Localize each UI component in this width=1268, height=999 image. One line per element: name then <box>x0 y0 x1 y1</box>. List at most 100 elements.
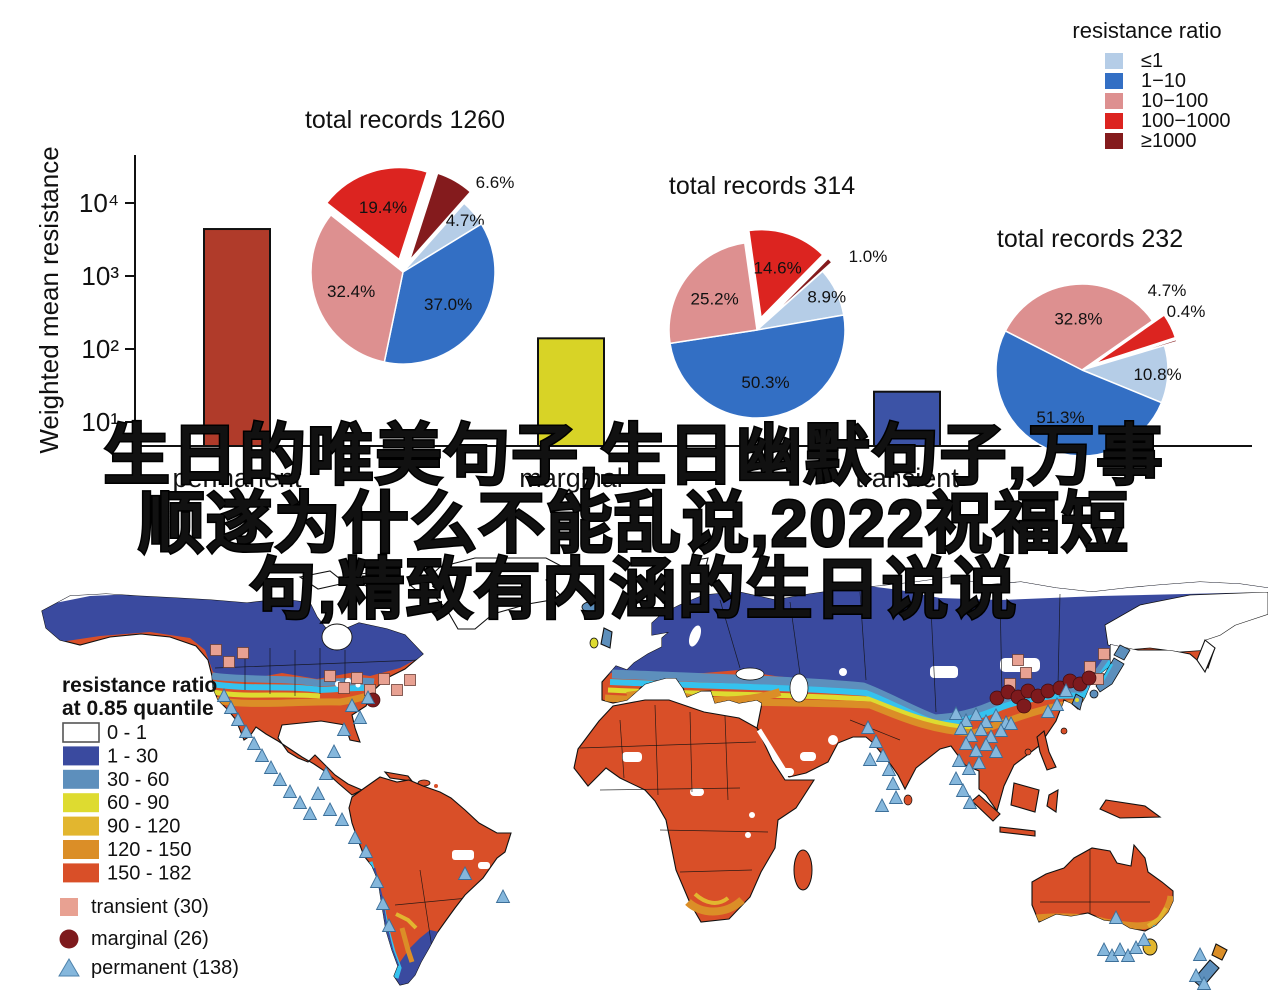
permanent-marker <box>1196 976 1212 990</box>
marker-legend: transient (30) marginal (26) permanent (13… <box>58 896 239 979</box>
transient-marker <box>391 684 403 696</box>
pie-slice-pct-label: 8.9% <box>807 287 846 306</box>
arctic-russia-white <box>820 577 1268 600</box>
bar-label-transient: transient <box>855 463 959 493</box>
sa-white-patch <box>478 862 490 869</box>
map-legend-label: 30 - 60 <box>107 769 169 791</box>
map-legend-label: 0 - 1 <box>107 722 147 744</box>
pie-slice-pct-label: 10.8% <box>1133 365 1181 384</box>
permanent-marker <box>457 866 473 880</box>
africa-border-line <box>579 741 757 749</box>
pie-charts: total records 1260 19.4% 6.6% 4.7% 37.0% 32.4… <box>305 106 1206 457</box>
permanent-marker <box>352 710 368 724</box>
watermark-line-1: 生日的唯美句子,生日幽默句子,万事 <box>104 418 1165 492</box>
permanent-marker <box>1108 910 1124 924</box>
south-america-landmass <box>348 776 512 986</box>
ratio-legend: resistance ratio ≤11−1010−100100−1000≥10… <box>1072 18 1230 152</box>
africa-border-line <box>659 829 769 833</box>
permanent-marker <box>988 708 1004 722</box>
eu-band-steel <box>611 653 1114 724</box>
pie-title: total records 314 <box>669 172 855 200</box>
hainan <box>1024 748 1032 756</box>
permanent-marker <box>334 812 350 826</box>
permanent-marker <box>958 736 974 750</box>
permanent-marker <box>874 798 890 812</box>
pie-title: total records 1260 <box>305 106 505 134</box>
watermark-line-3: 句,精致有内涵的生日说说 <box>250 552 1018 626</box>
pie-title: total records 232 <box>997 225 1183 253</box>
na-band-cyan <box>211 681 377 694</box>
africa-border-line <box>724 715 729 801</box>
permanent-marker <box>230 712 246 726</box>
transient-marker <box>351 672 363 684</box>
permanent-marker <box>881 762 897 776</box>
map-legend-label: 150 - 182 <box>107 862 192 884</box>
permanent-marker <box>962 795 978 809</box>
permanent-marker <box>1128 940 1144 954</box>
korea-peninsula <box>1071 693 1084 711</box>
ratio-legend-swatch <box>1105 93 1123 109</box>
eu-border-line <box>719 599 741 669</box>
ratio-legend-swatch <box>1105 113 1123 129</box>
andes-yellow <box>395 912 418 930</box>
african-lake <box>745 832 751 838</box>
map-markers <box>210 644 1212 990</box>
eu-border-line <box>789 601 801 675</box>
transient-marker <box>1020 667 1032 679</box>
permanent-marker <box>1003 716 1019 730</box>
watermark-line-2: 顺遂为什么不能乱说,2022祝福短 <box>138 486 1129 560</box>
transient-marker <box>210 644 222 656</box>
arabia-white-patch <box>800 752 816 761</box>
pie-chart-1: total records 1260 19.4% 6.6% 4.7% 37.0% 32.4… <box>305 106 514 365</box>
pie-chart-2: total records 314 14.6% 1.0% 8.9% 50.3% 25.2% <box>668 172 887 419</box>
marker-legend-label: transient (30) <box>91 896 209 918</box>
bar-label-marginal: marginal <box>519 463 623 493</box>
borneo <box>1010 782 1040 813</box>
transient-marker <box>1012 654 1024 666</box>
eu-border-line <box>859 591 867 681</box>
y-tick-label: 10³ <box>81 261 119 291</box>
ratio-legend-label: ≤1 <box>1141 50 1163 72</box>
sa-white-patch <box>452 850 474 860</box>
map-legend-swatch <box>63 840 99 859</box>
andes-orange <box>399 927 415 963</box>
permanent-marker <box>381 918 397 932</box>
permanent-marker <box>263 760 279 774</box>
permanent-marker <box>875 748 891 762</box>
permanent-marker <box>310 786 326 800</box>
permanent-marker <box>292 795 308 809</box>
africa-border-line <box>599 787 741 791</box>
pie-slice-pct-label: 0.4% <box>1167 302 1206 321</box>
marginal-marker <box>1016 698 1032 714</box>
bar-permanent <box>203 228 271 447</box>
pie-slice-pct-label: 51.3% <box>1036 408 1084 427</box>
pie-chart-3: total records 232 32.8% 4.7% 0.4% 10.8% 51.3% <box>995 225 1206 457</box>
map-legend-swatch <box>63 746 99 766</box>
ratio-legend-title: resistance ratio <box>1072 18 1221 43</box>
permanent-marker <box>1136 932 1152 946</box>
iceland <box>581 601 599 613</box>
africa-border-line <box>619 719 625 779</box>
japan-hokkaido <box>1113 644 1131 661</box>
permanent-marker <box>272 772 288 786</box>
permanent-marker <box>246 736 262 750</box>
permanent-marker <box>318 766 334 780</box>
pie-slice-1–10 <box>995 329 1163 457</box>
hudson-bay <box>321 623 353 651</box>
map-legend-swatch <box>62 722 100 743</box>
triangle-legend-marker <box>58 958 80 977</box>
marker-legend-label: marginal (26) <box>91 928 209 950</box>
pie-slice-100–1000 <box>325 166 429 261</box>
permanent-marker <box>862 752 878 766</box>
eu-border-line <box>1057 593 1061 687</box>
transient-marker <box>223 656 235 668</box>
permanent-marker <box>888 790 904 804</box>
permanent-marker <box>1040 704 1056 718</box>
circle-legend-marker <box>59 929 79 949</box>
greenland <box>422 557 565 630</box>
permanent-marker <box>326 744 342 758</box>
